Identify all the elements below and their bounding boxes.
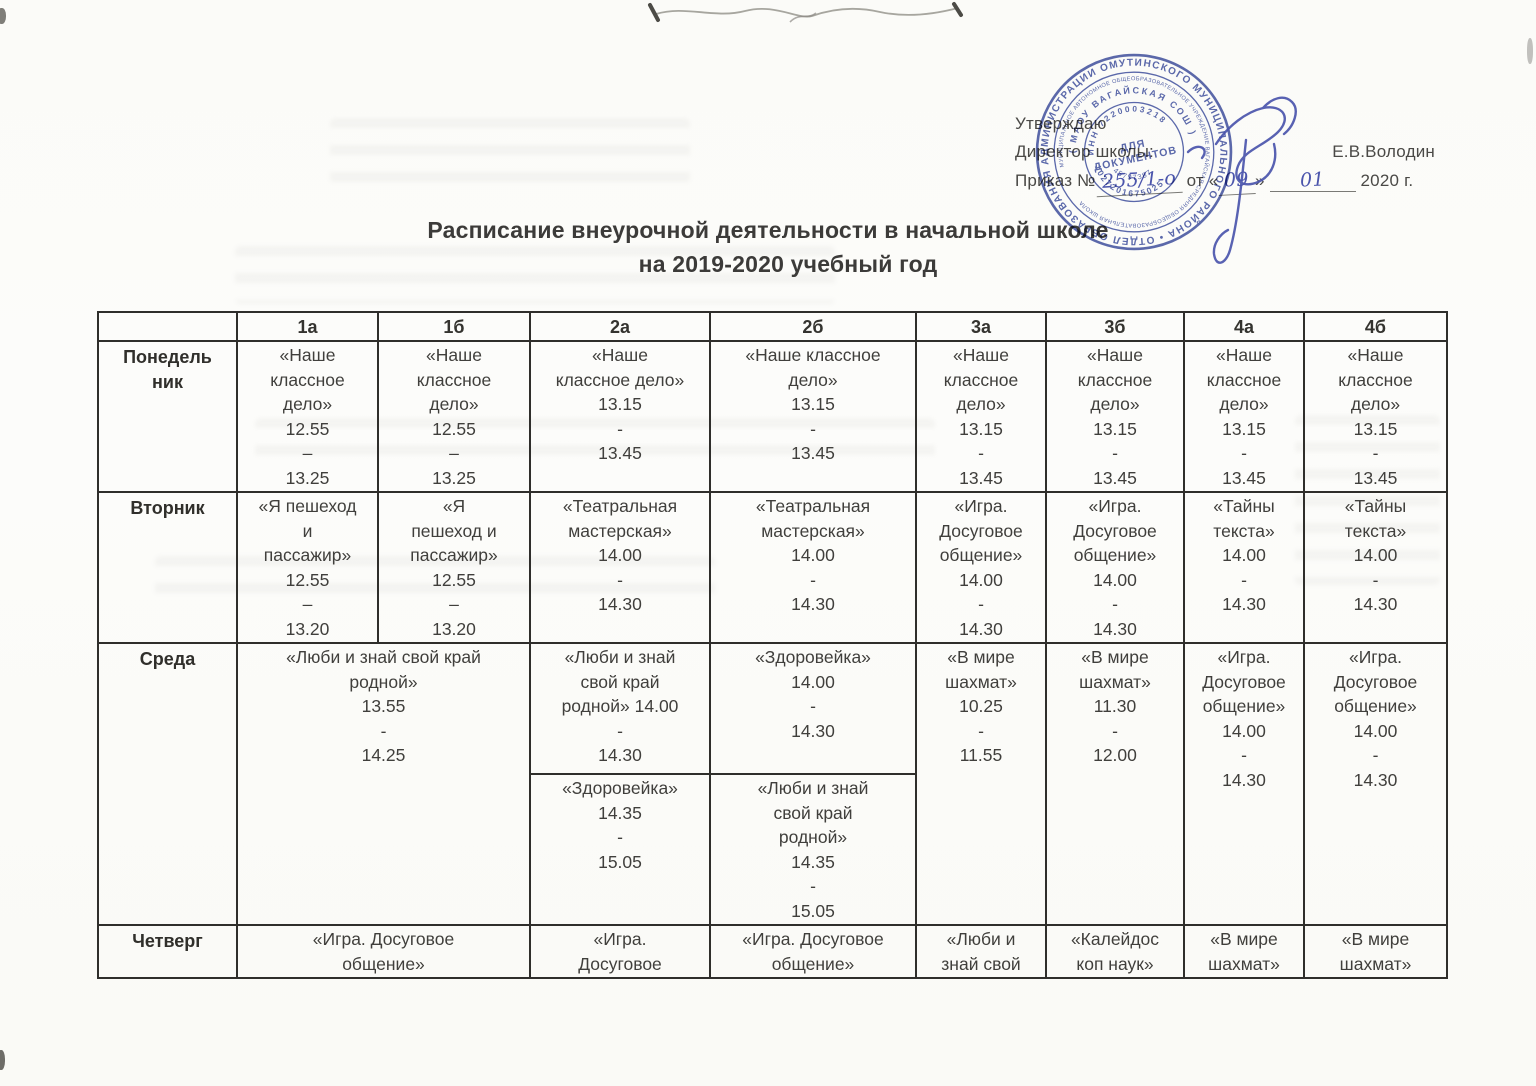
cell-thursday-4b: «В мире шахмат» [1303, 924, 1448, 979]
cell-thursday-2a: «Игра. Досуговое [529, 924, 711, 979]
scan-edge-mark [0, 1050, 5, 1070]
title-line-1: Расписание внеурочной деятельности в нач… [427, 217, 1109, 243]
cell-wednesday-2a-first: «Люби и знай свой край родной» 14.00 - 1… [529, 642, 711, 775]
cell-wednesday-2b-first: «Здоровейка» 14.00 - 14.30 [709, 642, 917, 775]
col-header-2b: 2б [709, 311, 917, 342]
cell-thursday-2b: «Игра. Досуговое общение» [709, 924, 917, 979]
row-wednesday-top: Среда «Люби и знай свой край родной» 13.… [97, 642, 1448, 926]
row-wednesday-bottom: «Здоровейка» 14.35 - 15.05 «Люби и знай … [98, 773, 1447, 926]
col-header-1b: 1б [377, 311, 531, 342]
cell-monday-3b: «Наше классное дело» 13.15 - 13.45 [1045, 340, 1185, 493]
pencil-scribble-icon [648, 2, 963, 23]
row-tuesday: Вторник «Я пешеход и пассажир» 12.55 – 1… [97, 491, 1448, 644]
col-header-3b: 3б [1045, 311, 1185, 342]
cell-wednesday-2a-second: «Здоровейка» 14.35 - 15.05 [529, 773, 711, 926]
cell-thursday-3b: «Калейдос коп наук» [1045, 924, 1185, 979]
cell-wednesday-3b: «В мире шахмат» 11.30 - 12.00 [1045, 642, 1185, 926]
schedule-table: 1а 1б 2а 2б 3а 3б 4а 4б Понедель ник «На… [97, 311, 1448, 979]
day-label-monday: Понедель ник [97, 340, 238, 493]
official-stamp: АДМИНИСТРАЦИИ ОМУТИНСКОГО МУНИЦИПАЛЬНОГО… [1033, 51, 1235, 253]
cell-tuesday-1b: «Я пешеход и пассажир» 12.55 – 13.20 [377, 491, 531, 644]
cell-wednesday-2b-second: «Люби и знай свой край родной» 14.35 - 1… [709, 773, 917, 926]
col-header-4a: 4а [1183, 311, 1305, 342]
cell-monday-3a: «Наше классное дело» 13.15 - 13.45 [915, 340, 1047, 493]
cell-tuesday-4b: «Тайны текста» 14.00 - 14.30 [1303, 491, 1448, 644]
day-label-tuesday: Вторник [97, 491, 238, 644]
day-label-thursday: Четверг [97, 924, 238, 979]
col-header-2a: 2а [529, 311, 711, 342]
stamp-inner-circle [1083, 101, 1185, 203]
order-year-label: 2020 г. [1360, 171, 1414, 190]
cell-monday-2a: «Наше классное дело» 13.15 - 13.45 [529, 340, 711, 493]
cell-monday-1b: «Наше классное дело» 12.55 – 13.25 [377, 340, 531, 493]
cell-tuesday-1a: «Я пешеход и пассажир» 12.55 – 13.20 [236, 491, 379, 644]
cell-thursday-3a: «Люби и знай свой [915, 924, 1047, 979]
cell-monday-2b: «Наше классное дело» 13.15 - 13.45 [709, 340, 917, 493]
col-header-4b: 4б [1303, 311, 1448, 342]
cell-monday-4b: «Наше классное дело» 13.15 - 13.45 [1303, 340, 1448, 493]
stamp-outer-circle [1035, 53, 1233, 251]
cell-wednesday-3a: «В мире шахмат» 10.25 - 11.55 [915, 642, 1047, 926]
cell-monday-4a: «Наше классное дело» 13.15 - 13.45 [1183, 340, 1305, 493]
cell-tuesday-4a: «Тайны текста» 14.00 - 14.30 [1183, 491, 1305, 644]
col-header-1a: 1а [236, 311, 379, 342]
header-row: 1а 1б 2а 2б 3а 3б 4а 4б [97, 311, 1448, 342]
document-title: Расписание внеурочной деятельности в нач… [0, 214, 1536, 281]
cell-monday-1a: «Наше классное дело» 12.55 – 13.25 [236, 340, 379, 493]
cell-wednesday-4b: «Игра. Досуговое общение» 14.00 - 14.30 [1303, 642, 1448, 926]
scan-edge-mark [1527, 38, 1533, 64]
cell-tuesday-3b: «Игра. Досуговое общение» 14.00 - 14.30 [1045, 491, 1185, 644]
scan-edge-mark [0, 8, 6, 24]
director-name: Е.В.Володин [1332, 142, 1435, 161]
cell-wednesday-4a: «Игра. Досуговое общение» 14.00 - 14.30 [1183, 642, 1305, 926]
cell-thursday-1ab: «Игра. Досуговое общение» [236, 924, 531, 979]
order-month-blank: 01 [1269, 168, 1356, 192]
stamp-center-line-1: ДЛЯ [1119, 138, 1147, 155]
title-line-2: на 2019-2020 учебный год [638, 250, 938, 277]
col-header-day [97, 311, 238, 342]
order-label: Приказ № [1015, 171, 1096, 190]
day-label-wednesday: Среда [97, 642, 238, 926]
stamp-middle-circle [1053, 71, 1215, 233]
approval-approve: Утверждаю [1015, 114, 1107, 133]
cell-tuesday-3a: «Игра. Досуговое общение» 14.00 - 14.30 [915, 491, 1047, 644]
cell-tuesday-2a: «Театральная мастерская» 14.00 - 14.30 [529, 491, 711, 644]
cell-thursday-4a: «В мире шахмат» [1183, 924, 1305, 979]
signature [1186, 96, 1297, 264]
row-thursday: Четверг «Игра. Досуговое общение» «Игра.… [97, 924, 1448, 979]
cell-wednesday-1ab: «Люби и знай свой край родной» 13.55 - 1… [236, 642, 531, 926]
bleedthrough-smudge [330, 118, 690, 184]
col-header-3a: 3а [915, 311, 1047, 342]
row-monday: Понедель ник «Наше классное дело» 12.55 … [97, 340, 1448, 493]
cell-tuesday-2b: «Театральная мастерская» 14.00 - 14.30 [709, 491, 917, 644]
